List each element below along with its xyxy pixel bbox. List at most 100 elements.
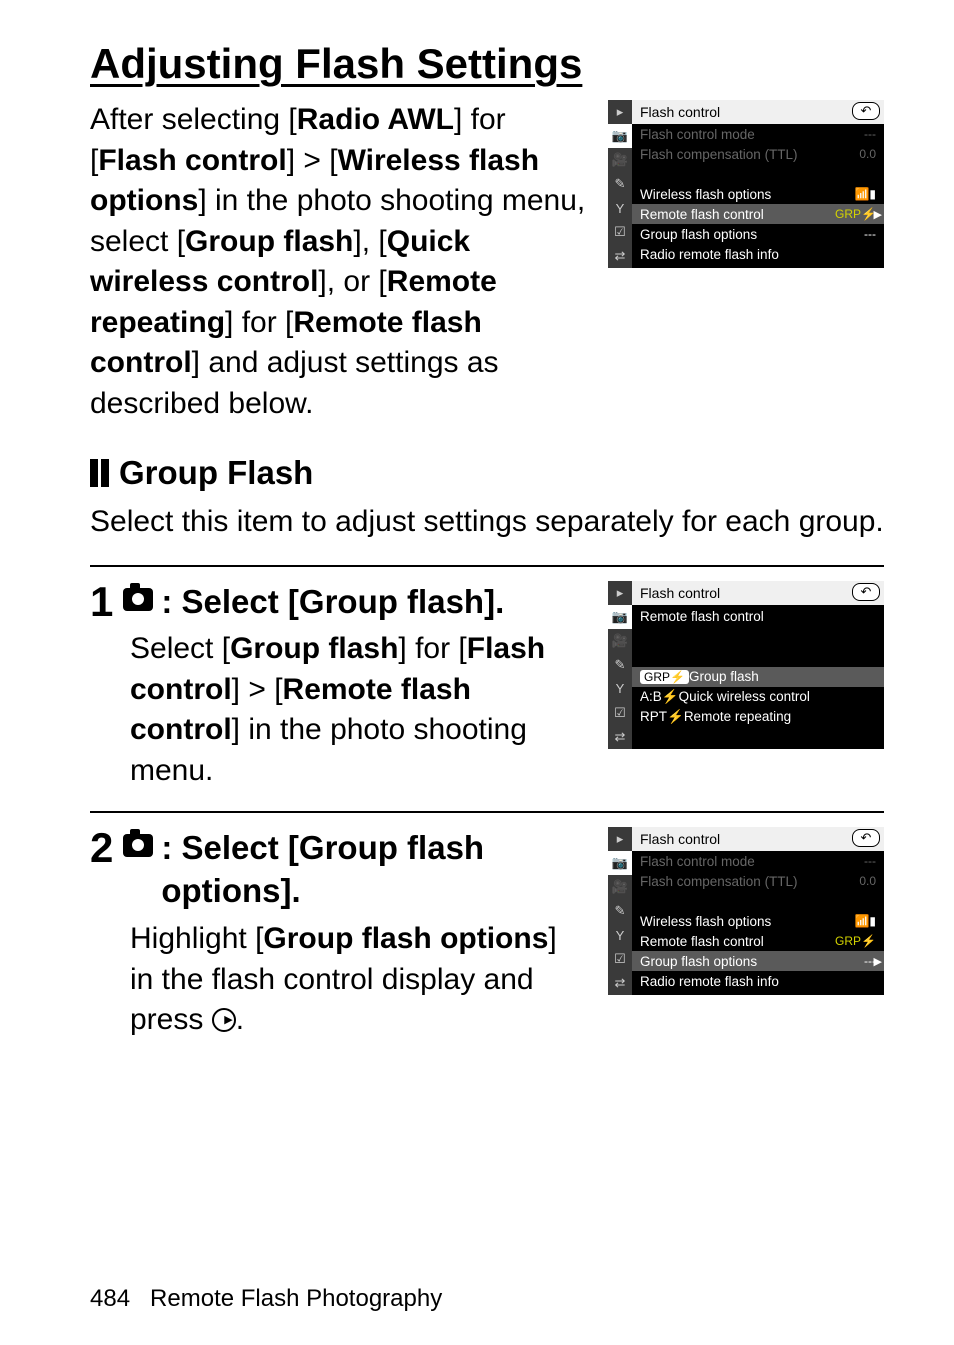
back-icon[interactable]: ↶ [852,102,880,120]
menu-item-label: Remote flash control [640,934,764,949]
menu-sidebar: ▸📷🎥✎Y☑⇄ [608,581,632,749]
sidebar-tab-icon[interactable]: ☑ [608,701,632,725]
sidebar-tab-icon[interactable]: 🎥 [608,148,632,172]
menu-item-label: Wireless flash options [640,187,771,202]
menu-title-bar: Flash control↶ [632,581,884,605]
option-prefix: RPT⚡ [640,709,684,725]
sidebar-tab-icon[interactable]: ▸ [608,827,632,851]
sidebar-tab-icon[interactable]: ▸ [608,100,632,124]
menu-item[interactable]: Group flash options---▶ [632,951,884,971]
sidebar-tab-icon[interactable]: ⇄ [608,971,632,995]
camera-icon [123,834,153,857]
chapter-title: Remote Flash Photography [150,1285,442,1313]
sub-heading-text: Group Flash [119,454,313,492]
step-2-title-text: : Select [Group flash options]. [161,827,588,913]
s2-t3: . [236,1003,244,1036]
menu-item[interactable]: Flash compensation (TTL) 0.0 [632,144,884,164]
step-1: 1 : Select [Group flash]. Select [Group … [90,567,884,812]
option-label: Remote repeating [684,709,791,724]
intro-b2: Flash control [98,144,286,177]
menu-item[interactable]: Radio remote flash info [632,971,884,991]
sidebar-tab-icon[interactable]: ☑ [608,220,632,244]
menu-option[interactable]: RPT⚡ Remote repeating [632,707,884,727]
menu-body: Remote flash controlGRP⚡ Group flashA:B⚡… [632,605,884,749]
sidebar-tab-icon[interactable]: ⇄ [608,244,632,268]
chevron-right-icon: ▶ [874,208,882,221]
menu-item[interactable]: Flash compensation (TTL)0.0 [632,871,884,891]
sidebar-tab-icon[interactable]: 📷 [608,851,632,875]
sidebar-tab-icon[interactable]: ✎ [608,172,632,196]
sidebar-tab-icon[interactable]: Y [608,677,632,701]
chevron-right-icon: ▶ [874,955,882,968]
menu-item[interactable]: Flash control mode --- [632,124,884,144]
s1-b1: Group flash [230,632,398,665]
menu-item[interactable]: Radio remote flash info [632,244,884,264]
intro-b1: Radio AWL [297,103,454,136]
menu-item[interactable]: Wireless flash options📶▮ [632,911,884,931]
intro-b4: Group flash [185,225,353,258]
step-1-title: 1 : Select [Group flash]. [90,581,588,624]
s1-t2: ] for [ [398,632,466,665]
back-icon[interactable]: ↶ [852,829,880,847]
menu-item[interactable]: Remote flash controlGRP⚡▶ [632,204,884,224]
sub-text: Select this item to adjust settings sepa… [90,502,884,543]
page-footer: 484 Remote Flash Photography [90,1285,442,1313]
menu-item-value: GRP⚡ [835,934,876,948]
screenshot-3: ▸📷🎥✎Y☑⇄ Flash control ↶ Flash control mode -… [608,827,884,995]
sidebar-tab-icon[interactable]: ✎ [608,899,632,923]
menu-item-value: --- [864,854,876,868]
menu-title: Flash control [640,104,720,120]
option-label: Quick wireless control [679,689,810,704]
step-2-body: Highlight [Group flash options] in the f… [130,919,588,1041]
menu-item[interactable]: Group flash options--- [632,224,884,244]
sidebar-tab-icon[interactable]: Y [608,923,632,947]
step-2-title: 2 : Select [Group flash options]. [90,827,588,913]
sidebar-tab-icon[interactable]: ▸ [608,581,632,605]
intro-t3: ] > [ [287,144,338,177]
menu-title: Flash control [640,831,720,847]
camera-icon [123,588,153,611]
menu-item-label: Flash control mode [640,854,755,869]
menu-body: Flash control mode --- Flash compensation … [632,124,884,268]
main-heading: Adjusting Flash Settings [90,40,884,88]
menu-option[interactable]: A:B⚡ Quick wireless control [632,687,884,707]
menu-item-label: Remote flash control [640,207,764,222]
menu-item-value: --- [864,227,876,241]
menu-item-value: --- [864,127,876,141]
sidebar-tab-icon[interactable]: 📷 [608,124,632,148]
step-1-title-text: : Select [Group flash]. [161,581,504,624]
menu-option[interactable]: GRP⚡ Group flash [632,667,884,687]
sidebar-tab-icon[interactable]: Y [608,196,632,220]
menu-item-label: Radio remote flash info [640,247,779,262]
menu-item[interactable]: Wireless flash options📶▮ [632,184,884,204]
menu-sidebar: ▸📷🎥✎Y☑⇄ [608,100,632,268]
sidebar-tab-icon[interactable]: 🎥 [608,629,632,653]
step-2-text: 2 : Select [Group flash options]. Highli… [90,827,588,1040]
menu-body: Flash control mode --- Flash compensation … [632,851,884,995]
menu-item[interactable]: Remote flash control GRP⚡ [632,931,884,951]
sidebar-tab-icon[interactable]: 🎥 [608,875,632,899]
menu-item-value: 📶▮ [854,914,876,928]
intro-section: After selecting [Radio AWL] for [Flash c… [90,100,884,424]
screenshot-1: ▸📷🎥✎Y☑⇄ Flash control ↶ Flash control mode -… [608,100,884,268]
menu-item[interactable]: Flash control mode --- [632,851,884,871]
menu-item[interactable] [632,164,884,184]
page-number: 484 [90,1285,130,1313]
menu-item[interactable] [632,891,884,911]
menu-item-label: Radio remote flash info [640,974,779,989]
screenshot-2: ▸📷🎥✎Y☑⇄Flash control↶Remote flash contro… [608,581,884,749]
sidebar-tab-icon[interactable]: ☑ [608,947,632,971]
back-icon[interactable]: ↶ [852,583,880,601]
menu-subtitle: Remote flash control [632,605,884,629]
menu-item-label: Flash compensation (TTL) [640,147,798,162]
option-prefix: A:B⚡ [640,689,679,705]
menu-item-label: Flash control mode [640,127,755,142]
menu-item-value: 0.0 [859,147,876,161]
sidebar-tab-icon[interactable]: ✎ [608,653,632,677]
option-label: Group flash [689,669,759,684]
menu-title-bar: Flash control ↶ [632,100,884,124]
step-2: 2 : Select [Group flash options]. Highli… [90,813,884,1060]
sidebar-tab-icon[interactable]: 📷 [608,605,632,629]
sidebar-tab-icon[interactable]: ⇄ [608,725,632,749]
sub-heading-bars-icon [90,459,109,487]
